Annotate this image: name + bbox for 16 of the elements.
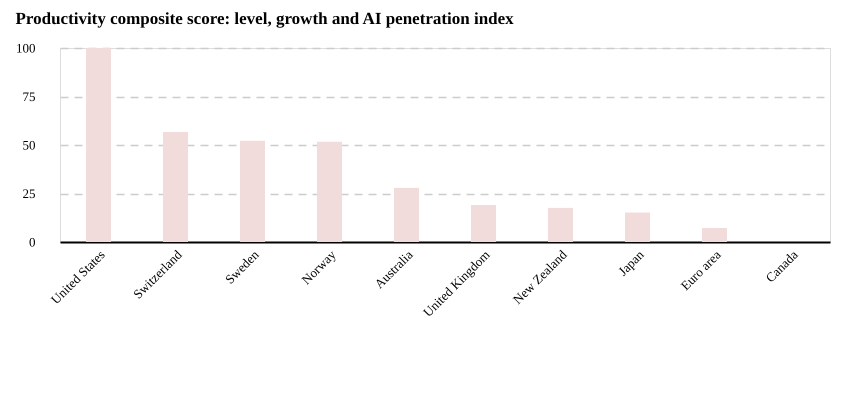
y-tick-label: 100 bbox=[16, 40, 36, 56]
y-tick-label: 25 bbox=[22, 186, 36, 201]
y-tick-label: 50 bbox=[22, 138, 36, 152]
bar bbox=[240, 140, 265, 242]
chart-title: Productivity composite score: level, growth and AI penetration index bbox=[16, 9, 514, 28]
bar bbox=[548, 208, 573, 242]
y-tick-label: 75 bbox=[22, 89, 36, 104]
bar bbox=[702, 228, 727, 242]
bar bbox=[394, 188, 419, 242]
y-tick-label: 0 bbox=[29, 234, 36, 250]
bar bbox=[86, 48, 111, 242]
bar bbox=[625, 212, 650, 242]
bar bbox=[317, 142, 342, 242]
x-tick-label: Euro area bbox=[678, 246, 724, 294]
bar bbox=[471, 204, 496, 242]
bar bbox=[163, 132, 188, 242]
